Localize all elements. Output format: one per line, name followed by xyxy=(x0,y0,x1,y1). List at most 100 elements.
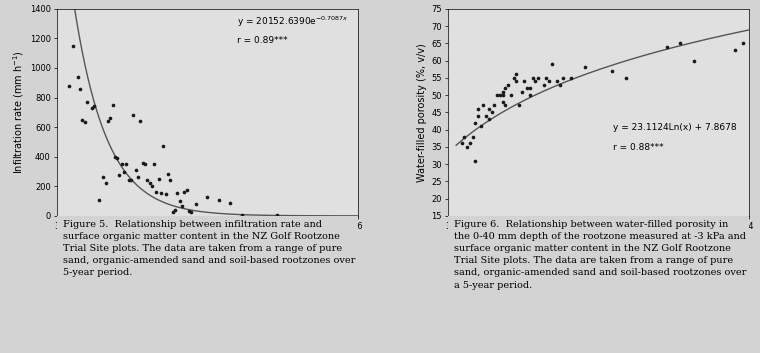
Point xyxy=(488,103,500,108)
Point xyxy=(169,207,181,213)
Point xyxy=(505,92,517,98)
Point xyxy=(477,103,489,108)
Point xyxy=(79,119,91,125)
Point xyxy=(524,92,536,98)
Point xyxy=(554,82,566,88)
Point xyxy=(201,194,214,199)
Point xyxy=(111,155,123,161)
Y-axis label: Water-filled porosity (%, v/v): Water-filled porosity (%, v/v) xyxy=(417,43,427,182)
Point xyxy=(472,106,484,112)
Point xyxy=(171,190,183,196)
Point xyxy=(67,43,79,49)
Point xyxy=(62,84,74,89)
Point xyxy=(508,75,520,81)
Point xyxy=(122,177,135,183)
Point xyxy=(180,187,192,193)
Point xyxy=(109,154,121,160)
Point xyxy=(494,92,506,98)
Point xyxy=(125,177,137,183)
Point xyxy=(116,161,128,167)
Point xyxy=(518,78,530,84)
Y-axis label: Infiltration rate (mm h$^{-1}$): Infiltration rate (mm h$^{-1}$) xyxy=(11,50,26,174)
Point xyxy=(510,72,522,77)
Point xyxy=(93,198,105,203)
Text: y = 20152.6390e$^{-0.7087x}$: y = 20152.6390e$^{-0.7087x}$ xyxy=(237,15,349,29)
Point xyxy=(118,169,130,174)
Point xyxy=(135,118,147,124)
Point xyxy=(236,212,248,218)
Point xyxy=(120,161,132,167)
Point xyxy=(565,75,577,81)
Point xyxy=(88,103,100,108)
Text: Figure 5.  Relationship between infiltration rate and
surface organic matter con: Figure 5. Relationship between infiltrat… xyxy=(63,220,356,277)
Point xyxy=(144,180,156,186)
Point xyxy=(113,172,125,178)
Point xyxy=(499,103,511,108)
Point xyxy=(529,78,541,84)
Point xyxy=(578,65,591,70)
Point xyxy=(455,140,467,146)
Point xyxy=(173,198,185,204)
Point xyxy=(162,172,174,177)
Point xyxy=(137,160,149,166)
Point xyxy=(461,144,473,150)
Point xyxy=(502,82,514,88)
Point xyxy=(164,178,176,183)
X-axis label: Organic matter content (%, w/w): Organic matter content (%, w/w) xyxy=(127,235,287,245)
Point xyxy=(458,134,470,139)
Point xyxy=(160,191,172,197)
Point xyxy=(129,167,141,173)
Point xyxy=(496,99,508,105)
Point xyxy=(76,117,88,122)
Point xyxy=(100,180,112,186)
Point xyxy=(556,75,568,81)
Point xyxy=(483,106,495,112)
Point xyxy=(176,203,188,208)
Point xyxy=(190,201,202,207)
Point xyxy=(224,200,236,205)
Text: Figure 6.  Relationship between water-filled porosity in
the 0-40 mm depth of th: Figure 6. Relationship between water-fil… xyxy=(454,220,746,290)
Point xyxy=(469,158,481,163)
Point xyxy=(213,197,225,202)
Point xyxy=(146,184,158,189)
Point xyxy=(688,58,700,64)
Point xyxy=(166,209,179,215)
Point xyxy=(185,209,198,215)
Point xyxy=(606,68,618,74)
Point xyxy=(271,212,283,218)
Point xyxy=(141,178,154,183)
Point xyxy=(153,176,165,182)
Point xyxy=(472,113,484,119)
Point xyxy=(475,123,487,129)
Point xyxy=(674,41,686,46)
Text: r = 0.89***: r = 0.89*** xyxy=(237,36,288,45)
Point xyxy=(513,103,525,108)
Point xyxy=(97,174,109,180)
Point xyxy=(71,74,84,80)
Point xyxy=(729,47,741,53)
Point xyxy=(127,113,139,118)
Point xyxy=(532,75,544,81)
Point xyxy=(619,75,632,81)
Point xyxy=(467,134,479,139)
Point xyxy=(182,209,195,214)
Point xyxy=(486,109,498,115)
Point xyxy=(469,120,481,126)
Point xyxy=(527,75,539,81)
Point xyxy=(464,140,476,146)
Point xyxy=(102,118,114,124)
Point xyxy=(546,61,558,67)
Point xyxy=(537,82,549,88)
Text: y = 23.1124Ln(x) + 7.8678: y = 23.1124Ln(x) + 7.8678 xyxy=(613,123,737,132)
Point xyxy=(496,89,508,95)
Point xyxy=(660,44,673,50)
Point xyxy=(551,78,563,84)
Point xyxy=(81,99,93,105)
Point xyxy=(139,161,151,167)
Point xyxy=(74,86,86,91)
Point xyxy=(524,85,536,91)
Point xyxy=(540,75,553,81)
Point xyxy=(157,144,169,149)
Point xyxy=(104,115,116,120)
Point xyxy=(148,161,160,167)
